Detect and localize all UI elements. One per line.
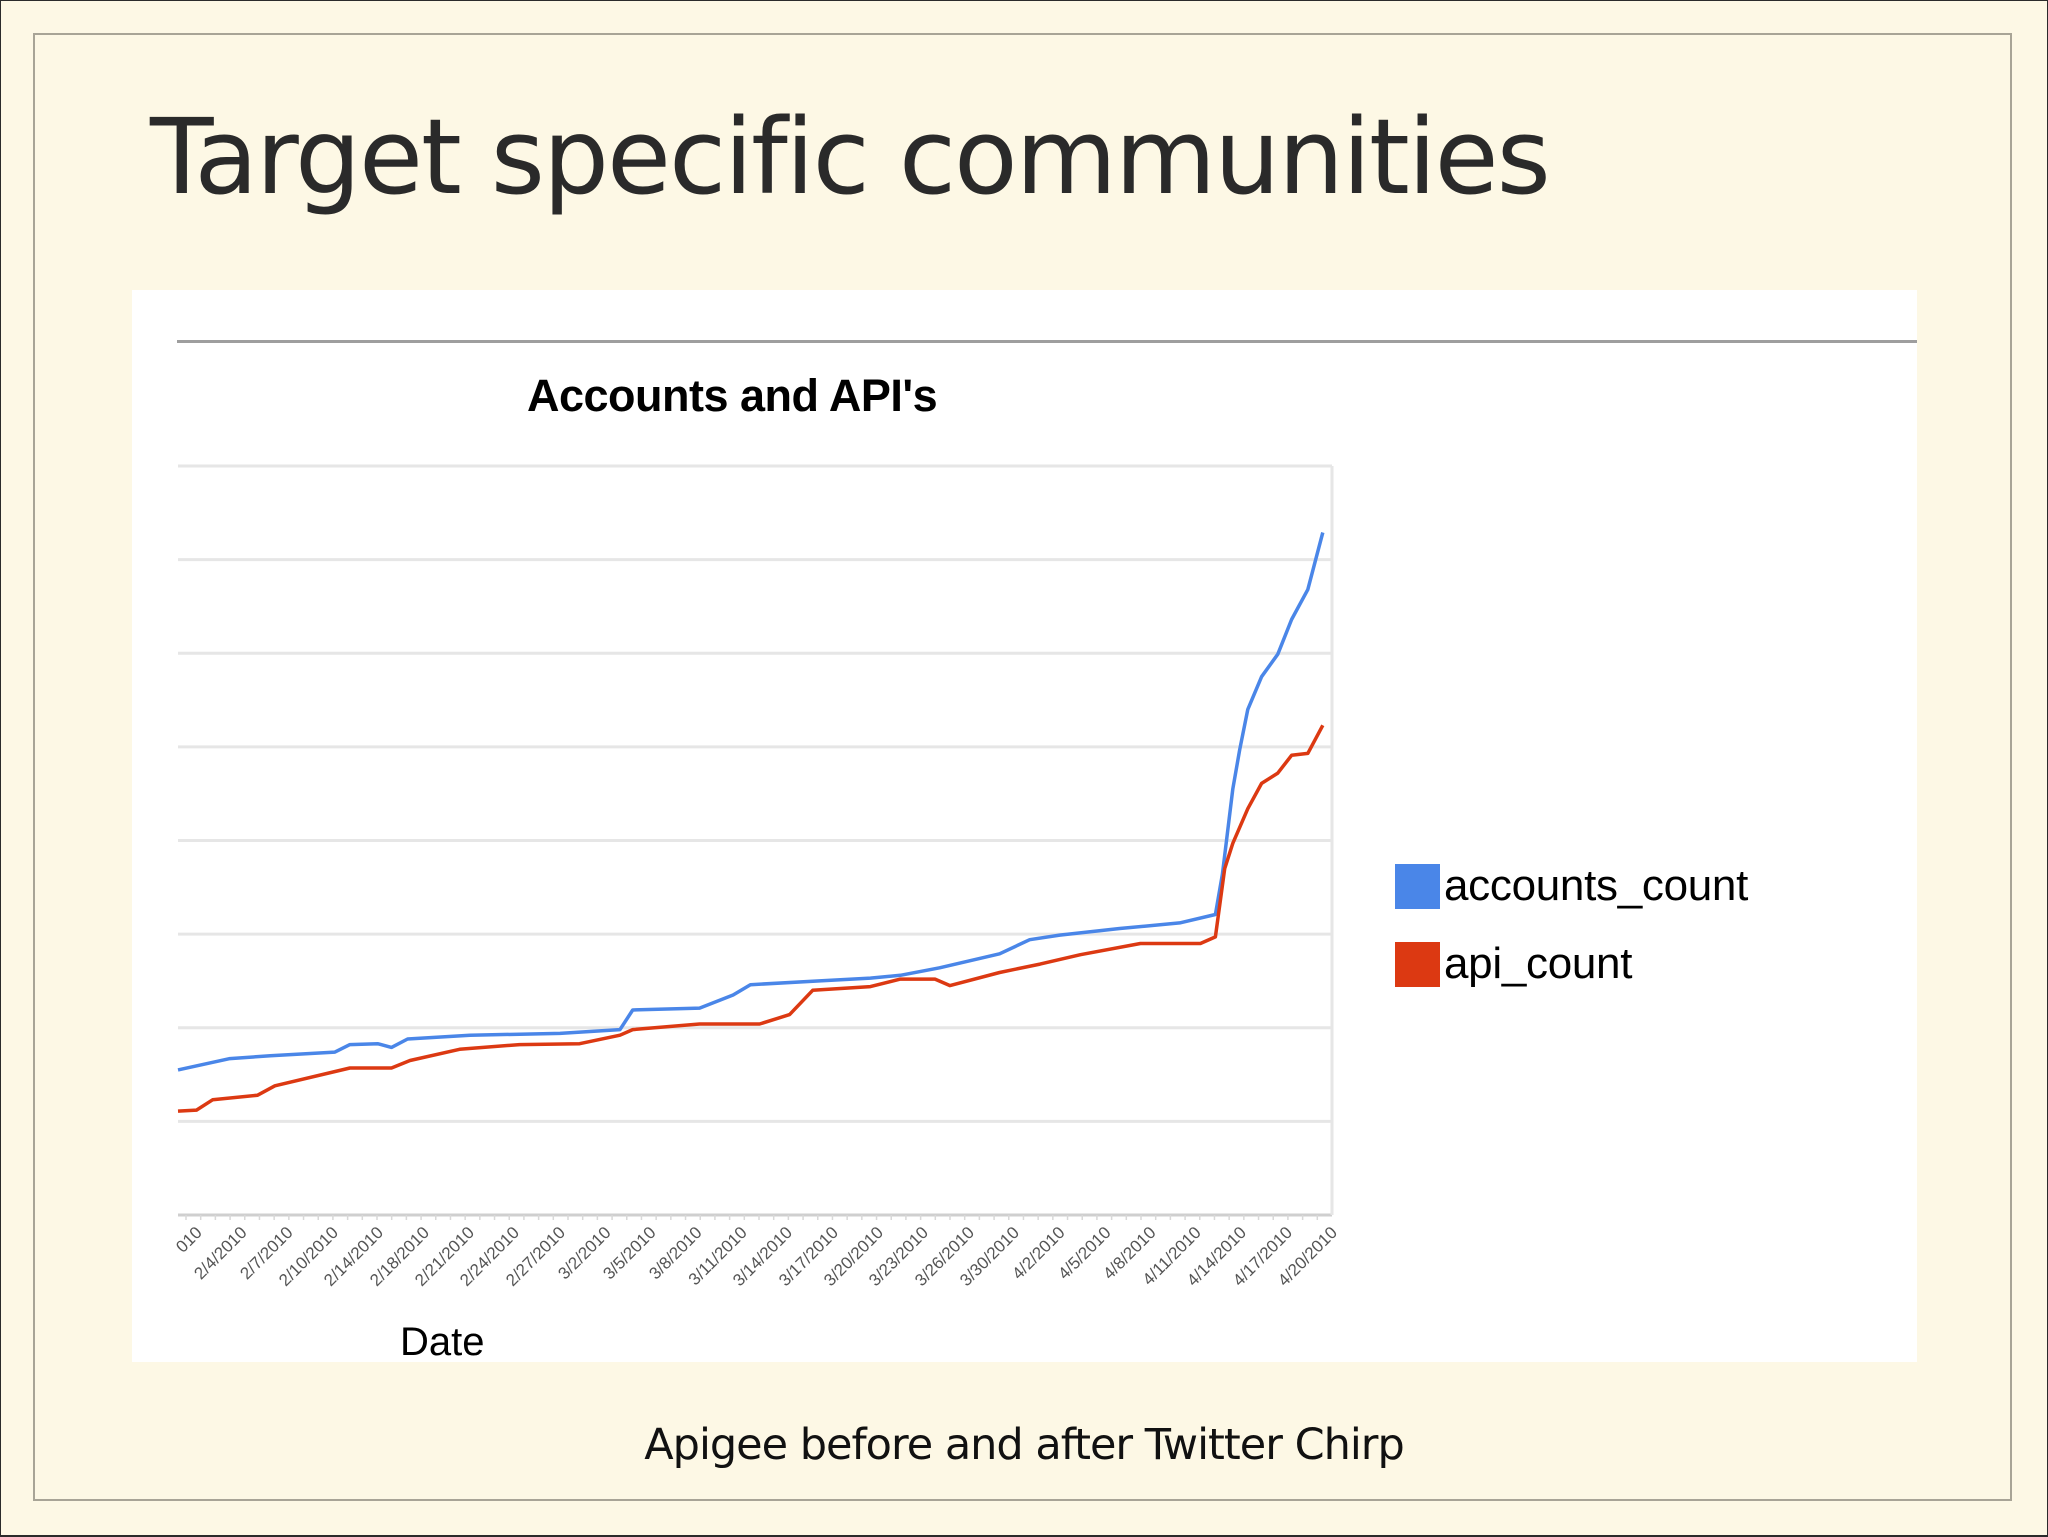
legend-label: accounts_count — [1444, 861, 1749, 910]
legend-swatch-api-count — [1395, 941, 1440, 987]
x-axis-title: Date — [400, 1320, 485, 1362]
slide-frame — [33, 33, 2012, 1501]
legend: accounts_count api_count — [1395, 847, 1748, 1003]
series-line-accounts-count — [177, 532, 1325, 1072]
plot-area — [177, 464, 1334, 1220]
slide-caption: Apigee before and after Twitter Chirp — [644, 1420, 1405, 1470]
chart-title: Accounts and API's — [527, 370, 938, 421]
chart-top-rule — [177, 340, 1917, 343]
series-line-api-count — [177, 724, 1325, 1113]
legend-swatch-accounts-count — [1395, 863, 1440, 909]
chart-container: Accounts and API's 010 2/4/2010 2/7/2010 2/… — [132, 290, 1917, 1362]
slide-title: Target specific communities — [150, 96, 1551, 218]
legend-label: api_count — [1444, 939, 1633, 988]
legend-item-accounts-count: accounts_count — [1395, 847, 1748, 925]
legend-item-api-count: api_count — [1395, 925, 1748, 1003]
